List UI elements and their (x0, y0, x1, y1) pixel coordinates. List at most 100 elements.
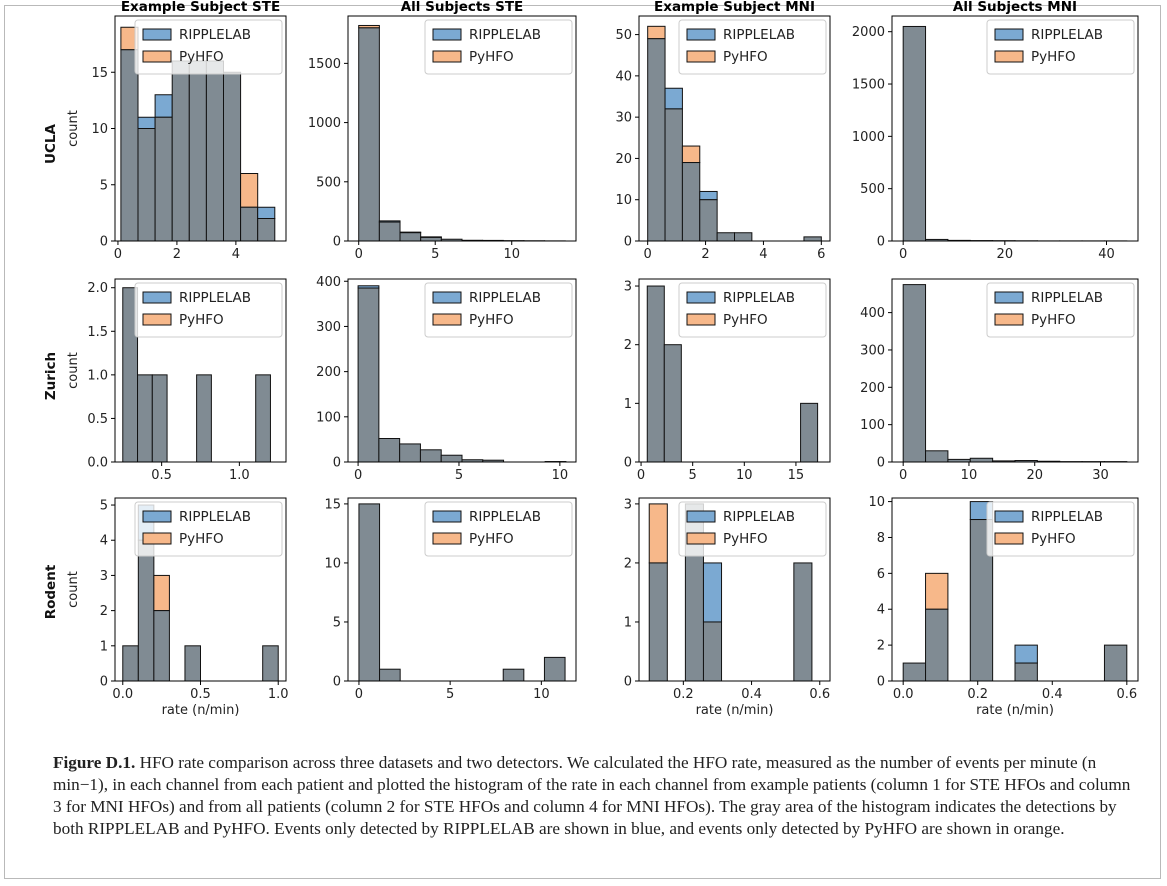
y-tick-label: 10 (868, 495, 885, 510)
x-tick-label: 0.0 (893, 687, 914, 702)
x-tick-label: 0 (899, 468, 907, 483)
y-tick-label: 300 (860, 343, 885, 358)
histogram-bar (681, 162, 701, 242)
legend-swatch-pyhfo (994, 50, 1024, 63)
histogram-bar (188, 60, 207, 242)
y-tick-label: 0 (100, 675, 108, 690)
legend-label-pyhfo: PyHFO (469, 49, 514, 65)
histogram-bar-excess (664, 87, 683, 110)
histogram-bar (543, 656, 566, 682)
row-label: UCLA (43, 123, 59, 163)
legend-label-ripplelab: RIPPLELAB (179, 509, 251, 525)
y-tick-label: 1500 (852, 78, 885, 93)
x-tick-label: 10 (961, 468, 978, 483)
legend-swatch-pyhfo (432, 313, 462, 326)
x-tick-label: 0.4 (1042, 687, 1063, 702)
legend-box (424, 501, 573, 557)
x-tick-label: 0 (354, 468, 362, 483)
legend: RIPPLELAB PyHFO (986, 19, 1135, 75)
histogram-bar-excess (240, 173, 259, 208)
histogram-bar (702, 621, 723, 682)
histogram-bar (205, 60, 224, 242)
histogram-bar (151, 374, 168, 463)
y-tick-label: 0 (624, 456, 632, 471)
histogram-bar (969, 457, 994, 463)
histogram-bar (120, 49, 139, 242)
x-tick-label: 2 (701, 247, 709, 262)
histogram-bar-excess (137, 116, 156, 129)
chart-panel: 0 5 10 0 5 10 15 RIPPLELAB PyHFO (324, 497, 577, 702)
histogram-bar (663, 344, 682, 463)
y-tick-label: 1 (624, 615, 632, 630)
axes-frame (347, 15, 577, 242)
histogram-bar-excess (1014, 644, 1038, 664)
y-tick-label: 2 (100, 604, 108, 619)
histogram-bar (440, 454, 463, 463)
x-tick-label: 0.4 (741, 687, 762, 702)
y-tick-label: 2000 (852, 25, 885, 40)
legend-box (986, 19, 1135, 75)
histogram-bar-excess (702, 562, 723, 623)
y-tick-label: 2 (877, 639, 885, 654)
y-tick-label: 300 (316, 320, 341, 335)
histogram-bar (399, 232, 422, 242)
legend-label-ripplelab: RIPPLELAB (469, 290, 541, 306)
y-tick-label: 200 (860, 381, 885, 396)
histogram-bar (378, 438, 401, 463)
legend-swatch-ripplelab (142, 510, 172, 523)
x-tick-label: 0.2 (673, 687, 694, 702)
legend-label-ripplelab: RIPPLELAB (1031, 509, 1103, 525)
axes-frame (638, 497, 831, 682)
y-tick-label: 0 (333, 456, 341, 471)
x-tick-label: 0 (355, 687, 363, 702)
histogram-bar (502, 668, 525, 682)
figure-caption: Figure D.1. HFO rate comparison across t… (53, 752, 1143, 840)
y-tick-label: 500 (860, 182, 885, 197)
legend-label-pyhfo: PyHFO (723, 49, 768, 65)
legend-box (424, 282, 573, 338)
legend-swatch-ripplelab (142, 291, 172, 304)
row-label: Zurich (43, 352, 59, 400)
row-label: Rodent (43, 564, 59, 619)
legend-swatch-pyhfo (142, 50, 172, 63)
histogram-bar (800, 402, 819, 463)
x-tick-label: 1.0 (268, 687, 289, 702)
legend-swatch-pyhfo (686, 313, 716, 326)
x-tick-label: 0.0 (112, 687, 133, 702)
legend-swatch-ripplelab (142, 28, 172, 41)
legend-label-ripplelab: RIPPLELAB (179, 290, 251, 306)
legend-label-pyhfo: PyHFO (1031, 49, 1076, 65)
legend-label-pyhfo: PyHFO (179, 49, 224, 65)
y-tick-label: 10 (91, 122, 108, 137)
histogram-bar (925, 608, 949, 682)
y-tick-label: 0 (624, 675, 632, 690)
histogram-bar-excess (648, 503, 668, 564)
histogram-bar-excess (699, 190, 718, 201)
y-tick-label: 2 (624, 338, 632, 353)
chart-panel: 0.0 0.2 0.4 0.6 0 2 4 6 8 10 rate (n/min) RIPPLELAB… (868, 495, 1139, 718)
y-tick-label: 0.5 (87, 412, 108, 427)
legend: RIPPLELAB PyHFO (424, 501, 573, 557)
histogram-bar (419, 449, 442, 463)
legend: RIPPLELAB PyHFO (986, 501, 1135, 557)
legend-label-ripplelab: RIPPLELAB (723, 290, 795, 306)
legend-label-pyhfo: PyHFO (469, 312, 514, 328)
legend-box (678, 282, 827, 338)
y-tick-label: 1 (624, 397, 632, 412)
histogram-bar (137, 128, 156, 242)
caption-text: HFO rate comparison across three dataset… (53, 753, 1131, 838)
legend: RIPPLELAB PyHFO (678, 501, 827, 557)
legend-swatch-ripplelab (432, 291, 462, 304)
y-tick-label: 100 (860, 418, 885, 433)
panel-title: All Subjects STE (401, 0, 524, 15)
axes-frame (638, 278, 831, 463)
y-tick-label: 1000 (852, 130, 885, 145)
chart-panel: 0 2 4 0 5 10 15 Example Subject STE count RIPPLEL… (66, 0, 287, 262)
y-tick-label: 5 (333, 615, 341, 630)
histogram-bar (399, 443, 421, 463)
histogram-bar (648, 562, 668, 682)
axes-frame (347, 278, 577, 463)
x-tick-label: 10 (533, 687, 550, 702)
y-tick-label: 3 (624, 497, 632, 512)
